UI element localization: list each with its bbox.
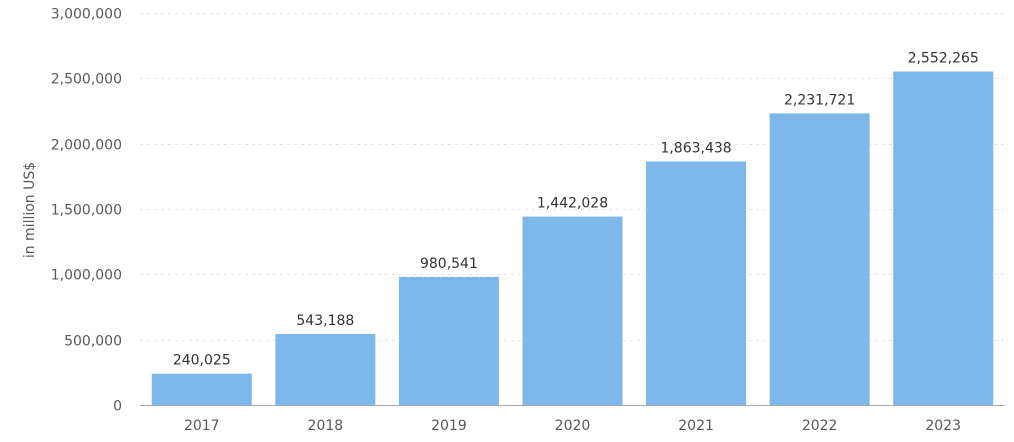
y-tick-label: 2,500,000 (51, 72, 122, 88)
data-label: 2,552,265 (908, 51, 979, 67)
x-tick-label: 2019 (431, 418, 467, 434)
bars (151, 71, 994, 406)
data-label: 980,541 (420, 256, 478, 272)
bar-2019 (398, 276, 499, 405)
y-tick-label: 2,000,000 (51, 138, 122, 154)
data-label: 1,442,028 (537, 196, 608, 212)
x-tick-label: 2017 (184, 418, 220, 434)
x-tick-label: 2020 (555, 418, 591, 434)
y-tick-label: 1,500,000 (51, 203, 122, 219)
data-label: 240,025 (173, 353, 231, 369)
y-tick-label: 500,000 (64, 334, 122, 350)
bar-2017 (151, 373, 252, 405)
x-tick-label: 2021 (678, 418, 714, 434)
bar-2023 (893, 71, 994, 406)
x-axis-tick-labels: 2017 2018 2019 2020 2021 2022 2023 (184, 418, 961, 434)
bar-2022 (769, 113, 870, 405)
data-labels: 240,025 543,188 980,541 1,442,028 1,863,438 2… (173, 51, 979, 369)
y-tick-label: 3,000,000 (51, 7, 122, 23)
y-axis-tick-labels: 0 500,000 1,000,000 1,500,000 2,000,000 2,500… (51, 7, 122, 415)
data-label: 543,188 (296, 313, 354, 329)
y-tick-label: 1,000,000 (51, 268, 122, 284)
x-tick-label: 2022 (802, 418, 838, 434)
bar-2020 (522, 216, 623, 405)
x-tick-label: 2018 (308, 418, 344, 434)
y-axis-title: in million US$ (22, 162, 38, 258)
data-label: 1,863,438 (660, 141, 731, 157)
y-tick-label: 0 (113, 399, 122, 415)
x-tick-label: 2023 (925, 418, 961, 434)
data-label: 2,231,721 (784, 92, 855, 108)
bar-2018 (275, 334, 376, 405)
bar-2021 (646, 161, 747, 405)
